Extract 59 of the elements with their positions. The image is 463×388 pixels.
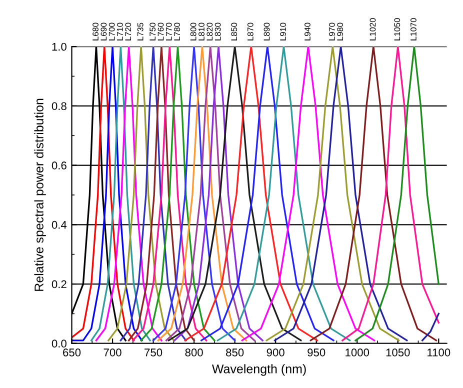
text: L980 — [337, 22, 344, 40]
text: L680 — [92, 22, 98, 40]
x-tick-label: 850 — [226, 348, 244, 356]
y-tick-label: 0.6 — [52, 162, 66, 170]
line-series — [108, 46, 175, 342]
x-tick-label: 750 — [144, 348, 162, 356]
x-tick-label: 1100 — [428, 348, 450, 356]
line-series — [216, 46, 351, 342]
text: L690 — [100, 22, 107, 40]
line-series — [95, 46, 162, 342]
line-series — [168, 46, 302, 342]
text: L1020 — [370, 18, 376, 40]
y-axis-title: Relative spectral power distribution — [34, 98, 46, 291]
text: L780 — [174, 22, 180, 40]
text: L710 — [117, 22, 123, 40]
text: L700 — [108, 22, 115, 40]
y-tick-label: 0.0 — [52, 340, 66, 348]
text: L770 — [166, 22, 172, 40]
y-tick-label: 0.4 — [52, 220, 67, 229]
text: L850 — [231, 22, 238, 40]
text: L735 — [137, 22, 144, 40]
line-series — [132, 46, 208, 342]
line-series — [140, 46, 216, 342]
x-tick-label: 700 — [104, 348, 122, 356]
x-tick-label: 650 — [63, 348, 81, 356]
text: L800 — [190, 22, 196, 40]
text: L970 — [328, 22, 335, 40]
line-series — [200, 46, 334, 342]
y-tick-label: 1.0 — [52, 42, 66, 51]
x-tick-label: 800 — [185, 348, 203, 356]
text: L830 — [214, 22, 221, 40]
x-tick-label: 950 — [308, 348, 326, 356]
x-tick-label: 1050 — [386, 348, 410, 356]
text: L870 — [247, 22, 254, 40]
line-series — [174, 46, 264, 342]
line-series — [310, 46, 438, 342]
line-series — [152, 46, 236, 342]
text: L810 — [198, 22, 204, 40]
x-tick-label: 900 — [266, 348, 284, 356]
text: L1050 — [394, 18, 400, 40]
x-tick-label: 1000 — [346, 348, 370, 356]
line-series — [90, 46, 151, 342]
text: L720 — [125, 22, 132, 40]
line-series — [157, 46, 248, 342]
text: L820 — [206, 22, 213, 40]
line-series — [241, 46, 376, 342]
x-axis-title: Wavelength (nm) — [212, 364, 306, 376]
text: L760 — [158, 22, 164, 40]
text: L910 — [280, 22, 286, 40]
text: L890 — [264, 22, 270, 40]
y-tick-label: 0.2 — [52, 280, 66, 288]
line-series — [120, 46, 187, 342]
text: L750 — [150, 22, 156, 40]
text: L940 — [304, 22, 310, 40]
line-series — [128, 46, 195, 342]
line-series — [184, 46, 318, 342]
y-tick-label: 0.8 — [52, 102, 66, 110]
text: L1070 — [410, 18, 416, 40]
line-series — [166, 46, 256, 342]
